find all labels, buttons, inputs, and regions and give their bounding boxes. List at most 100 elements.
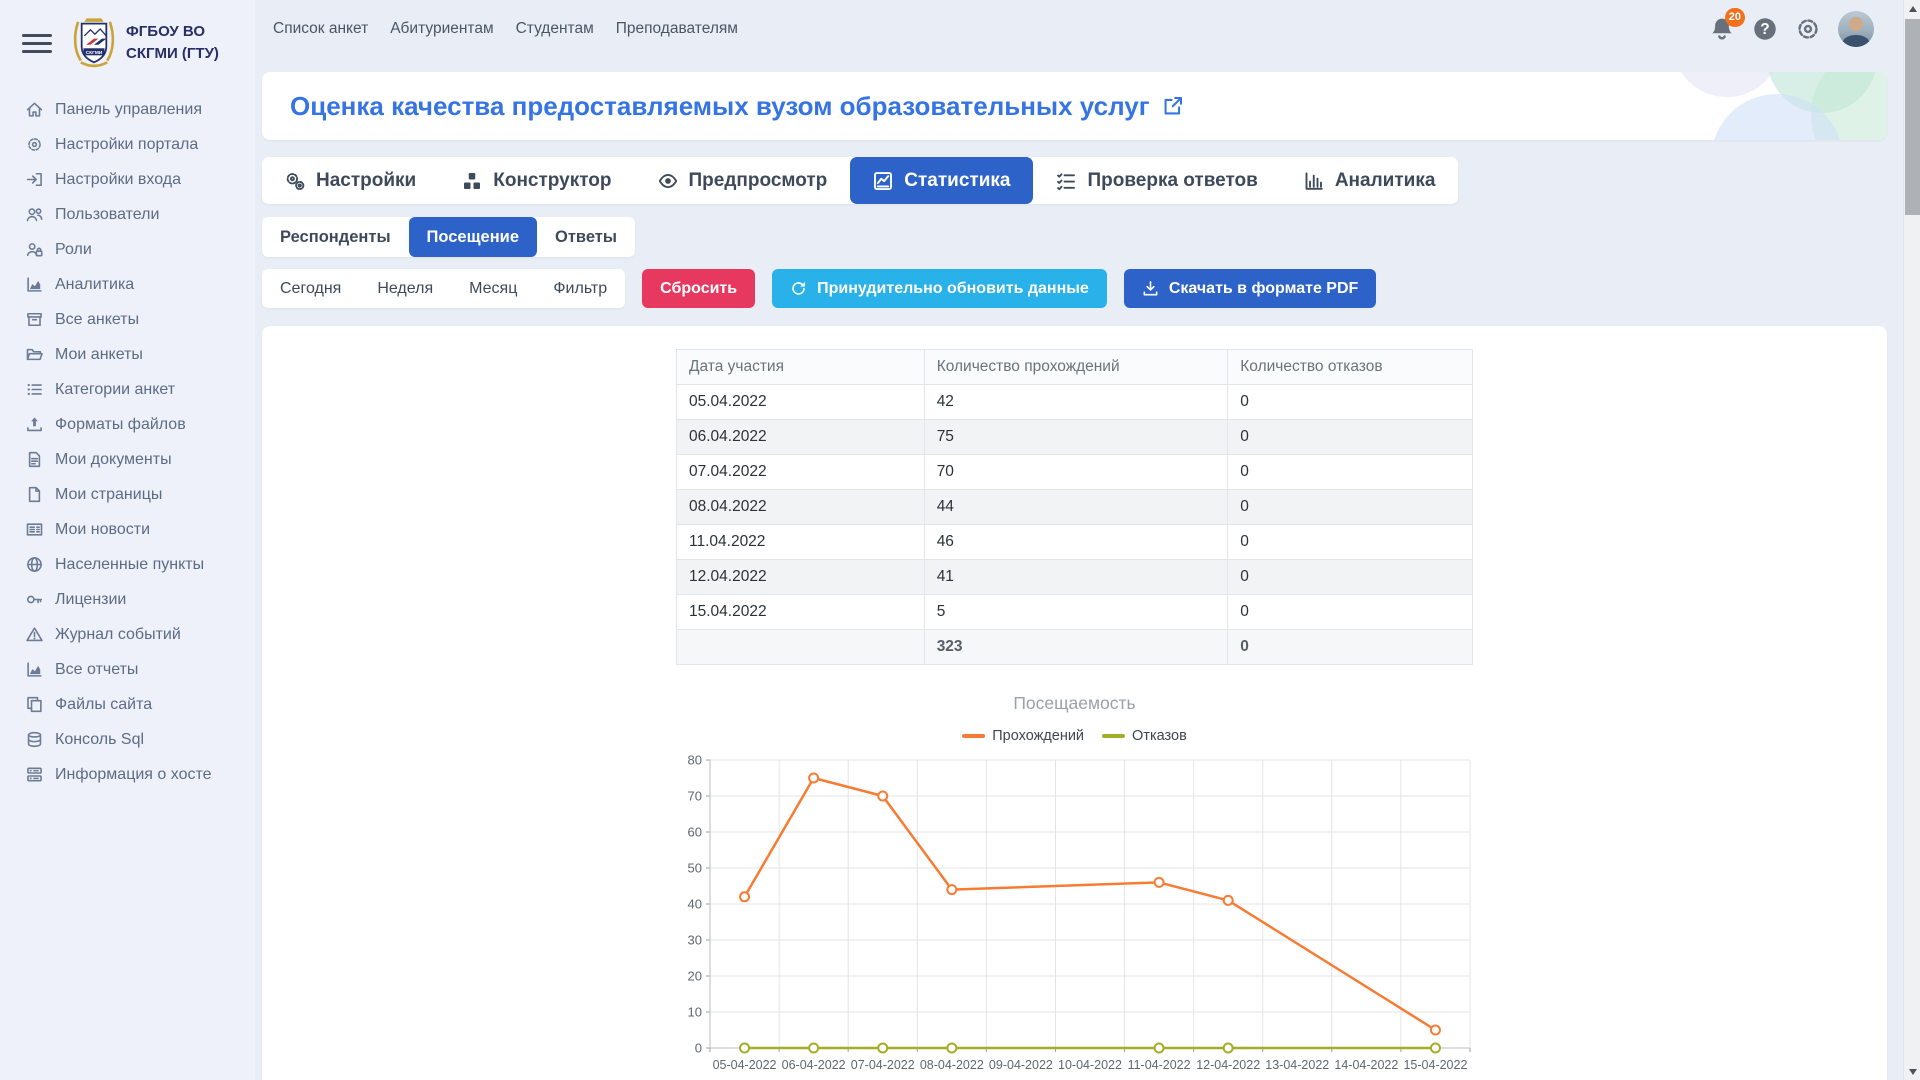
table-row: 06.04.2022750 [677, 420, 1473, 455]
table-cell: 06.04.2022 [677, 420, 925, 455]
tab-2[interactable]: Конструктор [439, 157, 634, 204]
tab-5[interactable]: Проверка ответов [1033, 157, 1280, 204]
tab-6[interactable]: Аналитика [1281, 157, 1459, 204]
download-pdf-button[interactable]: Скачать в формате PDF [1124, 269, 1376, 308]
quick-filter-1[interactable]: Сегодня [262, 269, 359, 308]
sidebar-item-20[interactable]: Информация о хосте [0, 757, 255, 792]
data-point[interactable] [740, 892, 749, 901]
table-cell: 46 [924, 525, 1228, 560]
table-column-header: Количество прохождений [924, 350, 1228, 385]
file-lines-icon [26, 451, 43, 468]
data-point[interactable] [878, 792, 887, 801]
visits-chart[interactable]: 0102030405060708005-04-202206-04-202207-… [670, 750, 1480, 1080]
file-icon [26, 486, 43, 503]
sidebar-item-9[interactable]: Категории анкет [0, 372, 255, 407]
legend-item[interactable]: Отказов [1102, 728, 1187, 744]
page-scrollbar[interactable] [1903, 0, 1920, 1080]
sidebar-item-14[interactable]: Населенные пункты [0, 547, 255, 582]
data-point[interactable] [1430, 1044, 1439, 1053]
quick-filter-4[interactable]: Фильтр [535, 269, 625, 308]
x-axis-label: 12-04-2022 [1196, 1058, 1260, 1072]
scroll-up-arrow[interactable] [1904, 0, 1920, 17]
y-axis-label: 40 [687, 897, 701, 912]
sidebar-item-3[interactable]: Настройки входа [0, 162, 255, 197]
sidebar-item-18[interactable]: Файлы сайта [0, 687, 255, 722]
topnav-link[interactable]: Преподавателям [616, 20, 738, 38]
sidebar-item-label: Информация о хосте [55, 766, 212, 784]
topbar: Список анкет Абитуриентам Студентам Препода… [255, 0, 1920, 57]
table-column-header: Дата участия [677, 350, 925, 385]
sidebar-item-label: Пользователи [55, 206, 159, 224]
data-point[interactable] [947, 885, 956, 894]
sidebar-item-1[interactable]: Панель управления [0, 92, 255, 127]
data-point[interactable] [740, 1044, 749, 1053]
university-logo: СКГМИ [72, 16, 116, 70]
tab-4[interactable]: Статистика [850, 157, 1033, 204]
table-cell: 41 [924, 560, 1228, 595]
legend-label: Прохождений [992, 728, 1084, 744]
sidebar-item-8[interactable]: Мои анкеты [0, 337, 255, 372]
data-point[interactable] [947, 1044, 956, 1053]
svg-text:?: ? [1760, 21, 1769, 38]
quick-filter-2[interactable]: Неделя [359, 269, 451, 308]
sidebar-item-7[interactable]: Все анкеты [0, 302, 255, 337]
data-point[interactable] [878, 1044, 887, 1053]
menu-toggle-icon[interactable] [22, 29, 52, 58]
topnav-link[interactable]: Список анкет [273, 20, 368, 38]
y-axis-label: 30 [687, 933, 701, 948]
sidebar-item-19[interactable]: Консоль Sql [0, 722, 255, 757]
y-axis-label: 70 [687, 789, 701, 804]
server-icon [26, 766, 43, 783]
sidebar-item-11[interactable]: Мои документы [0, 442, 255, 477]
notifications-bell-icon[interactable]: 20 [1709, 16, 1735, 42]
help-icon[interactable]: ? [1752, 16, 1778, 42]
sign-in-icon [26, 171, 43, 188]
data-point[interactable] [1154, 878, 1163, 887]
settings-gear-icon[interactable] [1795, 16, 1821, 42]
subtab-1[interactable]: Респонденты [262, 217, 409, 257]
data-point[interactable] [1154, 1044, 1163, 1053]
x-axis-label: 11-04-2022 [1127, 1058, 1190, 1072]
brand[interactable]: СКГМИ ФГБОУ ВО СКГМИ (ГТУ) [72, 16, 219, 70]
table-cell: 0 [1228, 560, 1473, 595]
force-refresh-button[interactable]: Принудительно обновить данные [772, 269, 1107, 308]
data-point[interactable] [809, 1044, 818, 1053]
sidebar-item-16[interactable]: Журнал событий [0, 617, 255, 652]
tab-3[interactable]: Предпросмотр [635, 157, 851, 204]
notification-badge: 20 [1725, 8, 1745, 27]
data-point[interactable] [1223, 896, 1232, 905]
scrollbar-thumb[interactable] [1905, 19, 1920, 215]
topnav-link[interactable]: Абитуриентам [390, 20, 493, 38]
sidebar-item-label: Роли [55, 241, 92, 259]
sidebar-item-label: Мои документы [55, 451, 172, 469]
sidebar-item-10[interactable]: Форматы файлов [0, 407, 255, 442]
key-icon [26, 591, 43, 608]
sidebar-item-15[interactable]: Лицензии [0, 582, 255, 617]
users-icon [26, 206, 43, 223]
subtab-2[interactable]: Посещение [409, 217, 537, 257]
sidebar-item-12[interactable]: Мои страницы [0, 477, 255, 512]
table-cell: 0 [1228, 385, 1473, 420]
sidebar-item-5[interactable]: Роли [0, 232, 255, 267]
tab-1[interactable]: Настройки [262, 157, 439, 204]
data-point[interactable] [809, 774, 818, 783]
sidebar-item-6[interactable]: Аналитика [0, 267, 255, 302]
sidebar-item-17[interactable]: Все отчеты [0, 652, 255, 687]
sidebar-item-4[interactable]: Пользователи [0, 197, 255, 232]
sidebar-item-2[interactable]: Настройки портала [0, 127, 255, 162]
quick-filter-3[interactable]: Месяц [451, 269, 535, 308]
legend-item[interactable]: Прохождений [962, 728, 1084, 744]
globe-icon [26, 556, 43, 573]
table-row: 12.04.2022410 [677, 560, 1473, 595]
data-point[interactable] [1430, 1026, 1439, 1035]
topnav-link[interactable]: Студентам [516, 20, 594, 38]
data-point[interactable] [1223, 1044, 1232, 1053]
subtab-3[interactable]: Ответы [537, 217, 635, 257]
y-axis-label: 80 [687, 753, 701, 768]
reset-button[interactable]: Сбросить [642, 269, 755, 308]
x-axis-label: 06-04-2022 [781, 1058, 845, 1072]
scroll-down-arrow[interactable] [1904, 1063, 1920, 1080]
external-link-icon[interactable] [1162, 95, 1184, 117]
sidebar-item-13[interactable]: Мои новости [0, 512, 255, 547]
user-avatar[interactable] [1838, 11, 1874, 47]
